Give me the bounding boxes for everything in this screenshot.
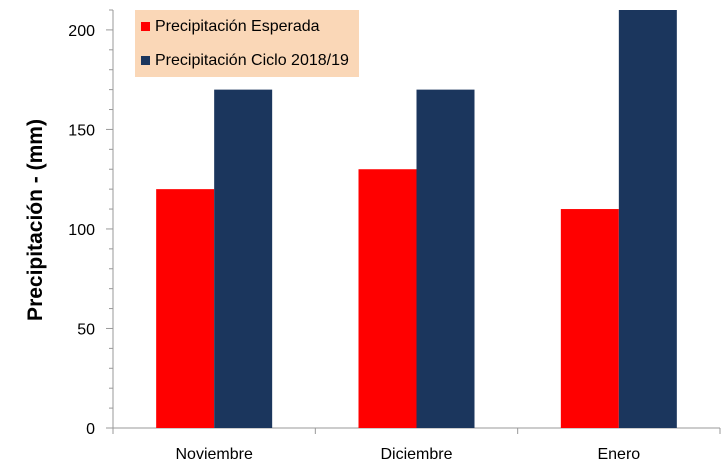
bar-esperada-enero <box>560 209 619 428</box>
x-tick-label: Noviembre <box>175 446 252 463</box>
legend-background <box>135 10 359 77</box>
bar-esperada-noviembre <box>156 189 215 428</box>
y-tick-label: 200 <box>68 23 95 40</box>
x-tick-label: Enero <box>597 446 640 463</box>
bar-ciclo-diciembre <box>416 89 475 428</box>
legend: Precipitación Esperada Precipitación Cic… <box>135 10 359 77</box>
bar-ciclo-enero <box>618 10 677 428</box>
legend-label-ciclo: Precipitación Ciclo 2018/19 <box>155 52 349 69</box>
y-tick-label: 150 <box>68 122 95 139</box>
axes: 0 50 100 150 200 Noviembre Diciembre Enero <box>68 9 721 463</box>
bars <box>156 10 677 428</box>
bar-esperada-diciembre <box>358 169 417 428</box>
legend-swatch-ciclo <box>141 56 150 65</box>
bar-ciclo-noviembre <box>214 89 273 428</box>
legend-label-esperada: Precipitación Esperada <box>155 18 320 35</box>
y-tick-label: 0 <box>86 421 95 438</box>
y-axis-label: Precipitación - (mm) <box>24 119 47 321</box>
legend-swatch-esperada <box>141 22 150 31</box>
y-tick-label: 50 <box>77 321 95 338</box>
y-tick-label: 100 <box>68 222 95 239</box>
x-tick-label: Diciembre <box>380 446 452 463</box>
